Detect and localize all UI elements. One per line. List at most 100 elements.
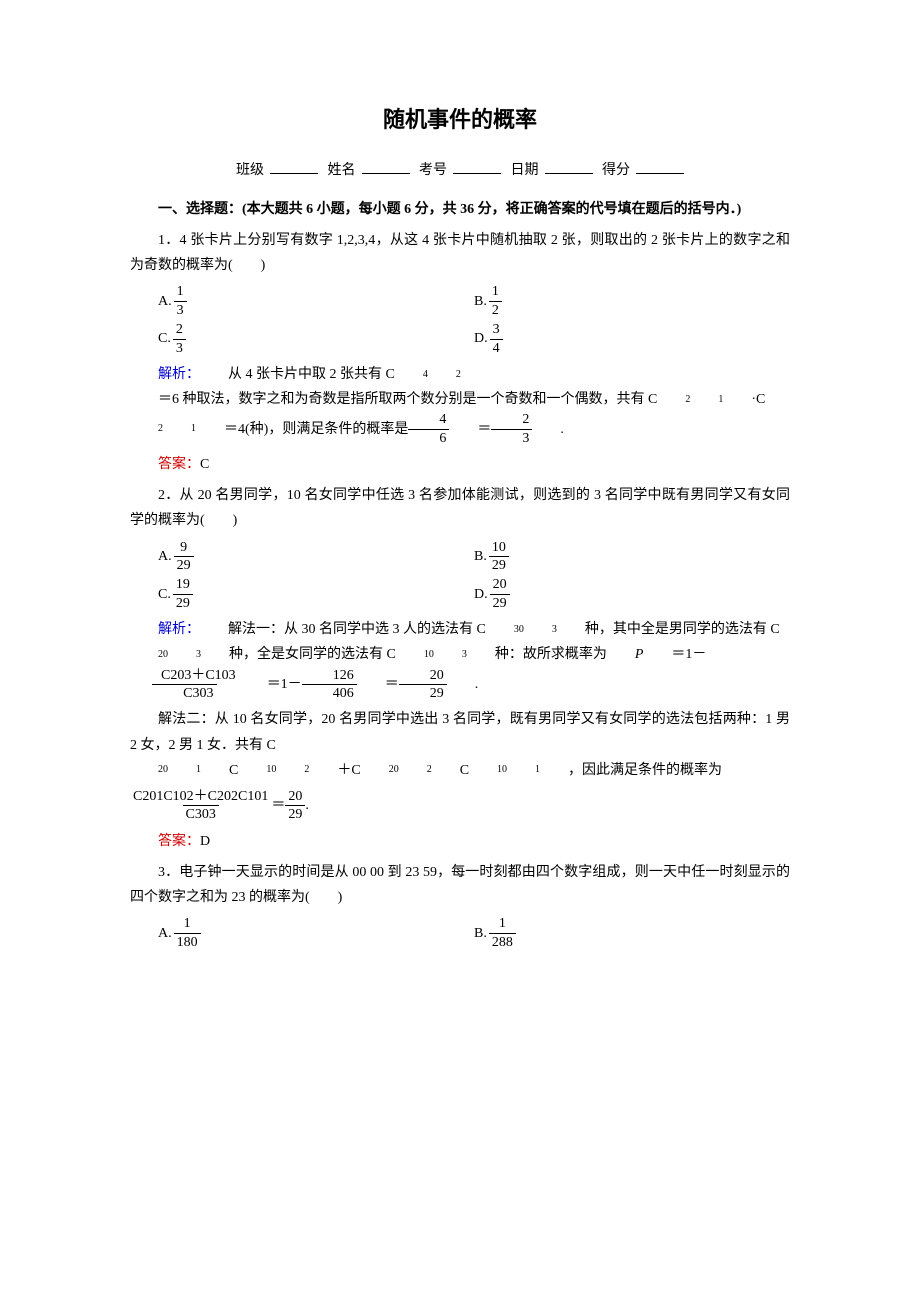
opt-label: C. bbox=[158, 326, 171, 351]
numerator: 3 bbox=[490, 322, 503, 338]
fraction: 34 bbox=[490, 322, 503, 356]
sup: 1 bbox=[163, 420, 196, 438]
denominator: 29 bbox=[399, 684, 447, 701]
fraction: 23 bbox=[173, 322, 186, 356]
fraction: 1029 bbox=[489, 540, 509, 574]
period: . bbox=[305, 793, 309, 818]
blank-date bbox=[545, 159, 593, 174]
q1-explain: 解析： 从 4 张卡片中取 2 张共有 C42 ＝6 种取法，数字之和为奇数是指… bbox=[130, 362, 790, 446]
q2-options: A.929 B.1029 C.1929 D.2029 bbox=[158, 540, 790, 612]
denominator: 3 bbox=[173, 339, 186, 356]
numerator: 1 bbox=[496, 916, 509, 932]
numerator: 20 bbox=[285, 789, 305, 805]
form-score-label: 得分 bbox=[602, 163, 630, 178]
period: . bbox=[532, 417, 564, 442]
denominator: 406 bbox=[302, 684, 357, 701]
sub: 10 bbox=[396, 646, 434, 664]
sup: 1 bbox=[507, 761, 540, 779]
q1-opt-c: C.23 bbox=[158, 322, 474, 356]
q3-options: A.1180 B. 1288 bbox=[158, 916, 790, 950]
jiexi-label: 解析： bbox=[130, 362, 200, 387]
fraction: 126406 bbox=[302, 668, 357, 702]
denominator: 3 bbox=[491, 429, 532, 446]
denominator: C303 bbox=[183, 805, 219, 822]
q3-opt-b: B. 1288 bbox=[474, 916, 790, 950]
fraction: 23 bbox=[491, 412, 532, 446]
fraction: 1929 bbox=[173, 577, 193, 611]
text: 解法二：从 10 名女同学，20 名男同学中选出 3 名同学，既有男同学又有女同… bbox=[130, 707, 790, 757]
sub: 30 bbox=[486, 621, 524, 639]
text: C bbox=[201, 758, 238, 783]
q2-stem: 2．从 20 名男同学，10 名女同学中任选 3 名参加体能测试，则选到的 3 … bbox=[130, 483, 790, 533]
fraction: 1180 bbox=[174, 916, 201, 950]
denominator: 29 bbox=[285, 805, 305, 822]
q2-answer: 答案：D bbox=[130, 829, 790, 854]
sub: 20 bbox=[361, 761, 399, 779]
numerator: 126 bbox=[302, 668, 357, 684]
numerator: 1 bbox=[174, 284, 187, 300]
fraction: 13 bbox=[174, 284, 187, 318]
denominator: 29 bbox=[173, 594, 193, 611]
q1-opt-a: A.13 bbox=[158, 284, 474, 318]
eq: ＝ bbox=[449, 417, 491, 442]
denominator: 288 bbox=[489, 933, 516, 950]
denominator: 6 bbox=[408, 429, 449, 446]
answer-label: 答案： bbox=[158, 834, 200, 849]
page-title: 随机事件的概率 bbox=[130, 100, 790, 140]
q3-stem: 3．电子钟一天显示的时间是从 00 00 到 23 59，每一时刻都由四个数字组… bbox=[130, 860, 790, 910]
denominator: 29 bbox=[174, 556, 194, 573]
numerator: 20 bbox=[490, 577, 510, 593]
blank-id bbox=[453, 159, 501, 174]
text: ，因此满足条件的概率为 bbox=[540, 758, 722, 783]
sub: 2 bbox=[130, 420, 163, 438]
fraction: C201C102＋C202C101C303 bbox=[130, 789, 271, 823]
q1-opt-d: D.34 bbox=[474, 322, 790, 356]
q2-explain-2b: C201C102＋C202C101C303 ＝ 2029 . bbox=[130, 789, 790, 823]
blank-score bbox=[636, 159, 684, 174]
numerator: 20 bbox=[399, 668, 447, 684]
blank-name bbox=[362, 159, 410, 174]
denominator: 4 bbox=[490, 339, 503, 356]
numerator: 2 bbox=[173, 322, 186, 338]
numerator: 10 bbox=[489, 540, 509, 556]
fraction: 929 bbox=[174, 540, 194, 574]
numerator: 2 bbox=[491, 412, 532, 428]
sup: 2 bbox=[276, 761, 309, 779]
opt-label: A. bbox=[158, 289, 172, 314]
jiexi-label: 解析： bbox=[130, 617, 200, 642]
text: ＝4(种)，则满足条件的概率是 bbox=[196, 417, 408, 442]
opt-label: B. bbox=[474, 289, 487, 314]
text: 种：故所求概率为 bbox=[467, 642, 607, 667]
q2-explain-2: 解法二：从 10 名女同学，20 名男同学中选出 3 名同学，既有男同学又有女同… bbox=[130, 707, 790, 783]
denominator: 180 bbox=[174, 933, 201, 950]
text: 解法一：从 30 名同学中选 3 人的选法有 C bbox=[200, 617, 486, 642]
text: 种，全是女同学的选法有 C bbox=[201, 642, 396, 667]
form-date-label: 日期 bbox=[511, 163, 539, 178]
form-name-label: 姓名 bbox=[328, 163, 356, 178]
opt-label: D. bbox=[474, 326, 488, 351]
section-heading-text: 一、选择题：(本大题共 6 小题，每小题 6 分，共 36 分，将正确答案的代号… bbox=[158, 202, 741, 217]
form-class-label: 班级 bbox=[236, 163, 264, 178]
text: 种，其中全是男同学的选法有 C bbox=[557, 617, 780, 642]
denominator: 3 bbox=[174, 301, 187, 318]
answer-value: C bbox=[200, 457, 209, 472]
sub: 2 bbox=[657, 391, 690, 409]
q2-opt-d: D.2029 bbox=[474, 577, 790, 611]
numerator: 1 bbox=[489, 284, 502, 300]
denominator: 29 bbox=[489, 556, 509, 573]
q1-options: A.13 B.12 C.23 D.34 bbox=[158, 284, 790, 356]
text: ·C bbox=[723, 387, 765, 412]
q2-opt-b: B.1029 bbox=[474, 540, 790, 574]
var-p: P bbox=[607, 642, 644, 667]
opt-label: A. bbox=[158, 921, 172, 946]
text: ＝1－ bbox=[239, 672, 302, 697]
sub: 4 bbox=[395, 366, 428, 384]
text: C bbox=[432, 758, 469, 783]
eq: ＝ bbox=[357, 672, 399, 697]
opt-label: B. bbox=[474, 921, 487, 946]
blank-class bbox=[270, 159, 318, 174]
q1-stem: 1．4 张卡片上分别写有数字 1,2,3,4，从这 4 张卡片中随机抽取 2 张… bbox=[130, 228, 790, 278]
numerator: 9 bbox=[177, 540, 190, 556]
q1-opt-b: B.12 bbox=[474, 284, 790, 318]
denominator: 2 bbox=[489, 301, 502, 318]
